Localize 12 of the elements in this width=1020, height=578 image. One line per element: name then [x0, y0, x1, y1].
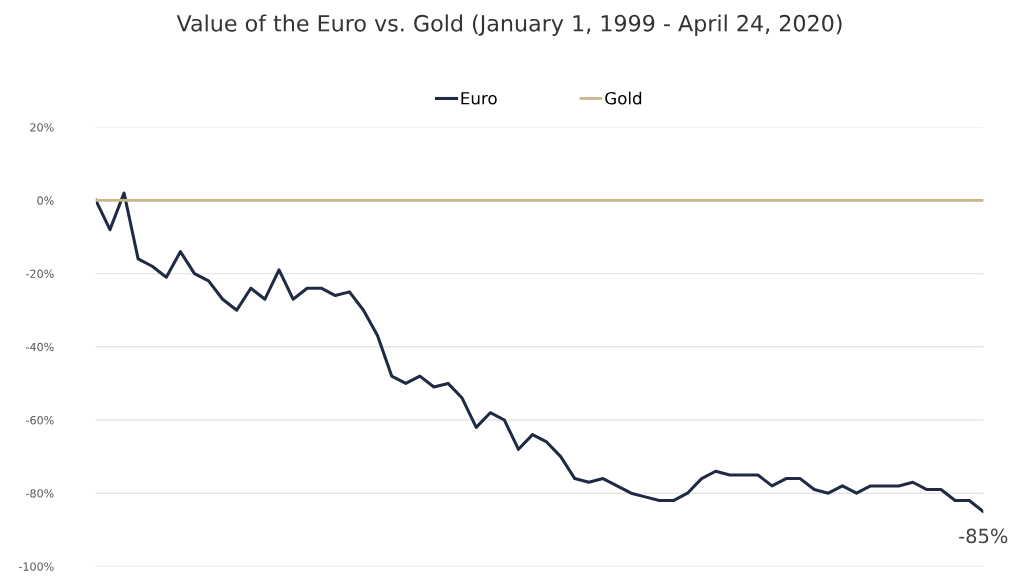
line-series: [95, 191, 984, 514]
y-tick-label: -20%: [26, 269, 54, 278]
y-tick-label: 0%: [37, 196, 54, 205]
y-tick-label: -100%: [18, 562, 54, 571]
y-tick-label: -60%: [26, 415, 54, 425]
annotation: -85%: [959, 528, 1008, 544]
y-tick-label: -80%: [26, 489, 54, 498]
legend-label: Euro: [461, 92, 497, 105]
y-tick-label: 20%: [30, 123, 54, 132]
legend-label: Gold: [605, 91, 642, 105]
y-tick-label: -40%: [26, 342, 54, 352]
chart-title: Value of the Euro vs. Gold (January 1, 1999 - April 24, 2020): [176, 14, 842, 36]
